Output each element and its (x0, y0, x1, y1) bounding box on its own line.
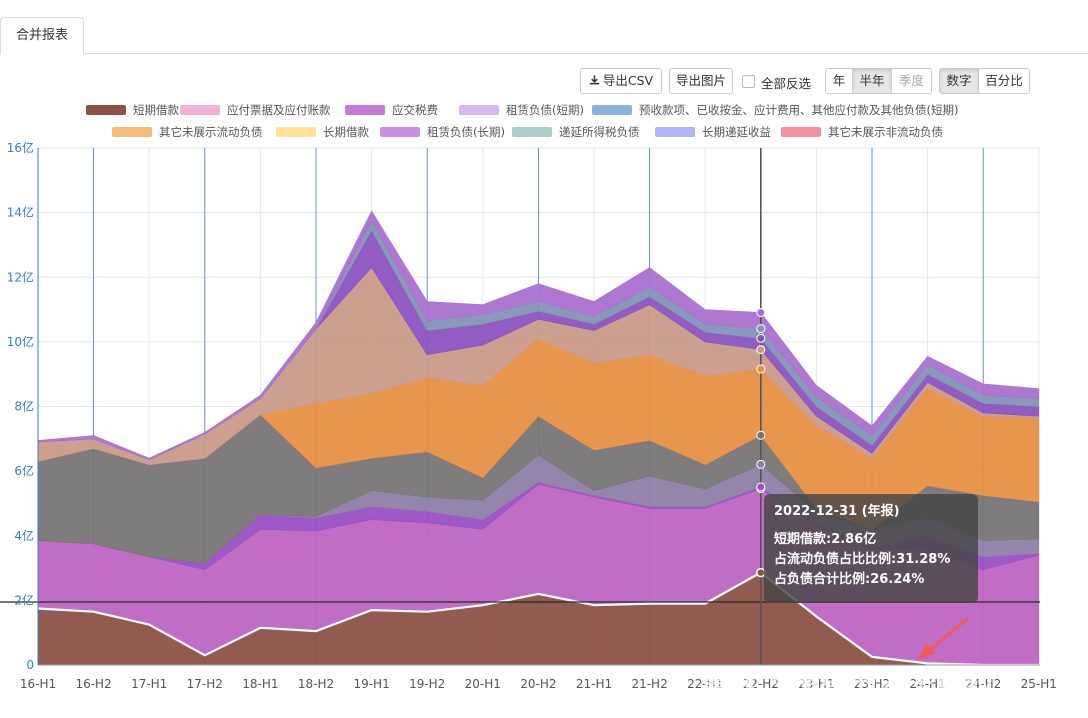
legend-swatch (592, 105, 632, 115)
tab-bar: 合并报表 (0, 0, 1088, 55)
legend-item[interactable]: 长期递延收益 (655, 124, 771, 140)
hover-marker (756, 345, 766, 355)
y-tick-label: 10亿 (7, 334, 34, 349)
legend-swatch (276, 127, 316, 137)
period-quarter-button[interactable]: 季度 (891, 68, 932, 94)
legend-item[interactable]: 其它未展示流动负债 (112, 124, 263, 140)
x-tick-label: 21-H2 (631, 677, 667, 691)
chart-legend: 短期借款 应付票据及应付账款 应交税费 租赁负债(短期) 预收款项、已收按金、应计费用、… (0, 100, 1088, 140)
export-image-label: 导出图片 (675, 73, 726, 88)
x-tick-label: 17-H2 (187, 677, 223, 691)
legend-swatch (655, 127, 695, 137)
legend-swatch (112, 127, 152, 137)
legend-label: 短期借款 (133, 103, 179, 117)
tooltip-line-total-ratio: 占负债合计比例:26.24% (774, 572, 925, 587)
select-all-invert-checkbox[interactable] (742, 75, 755, 88)
legend-label: 递延所得税负债 (559, 125, 640, 139)
x-tick-label: 21-H1 (576, 677, 612, 691)
tooltip-line-short-term-loan: 短期借款:2.86亿 (774, 532, 877, 547)
legend-label: 租赁负债(短期) (506, 103, 584, 117)
legend-item[interactable]: 租赁负债(短期) (459, 102, 584, 118)
x-tick-label: 17-H1 (131, 677, 167, 691)
legend-swatch (512, 127, 552, 137)
export-image-button[interactable]: 导出图片 (669, 68, 733, 94)
hover-marker (756, 459, 766, 469)
watermark: 雪球 · 随缘的人生体验 (700, 665, 995, 698)
x-tick-label: 22-H2 (743, 677, 779, 691)
y-tick-label: 14亿 (7, 205, 34, 220)
stacked-area-chart: 0 2亿 4亿 6亿 8亿 10亿 12亿 14亿 16亿 16-H1 16-H2 17-H1 17-H… (0, 140, 1057, 691)
legend-swatch (380, 127, 420, 137)
hover-marker (756, 364, 766, 374)
period-half-year-button[interactable]: 半年 (852, 68, 892, 94)
x-tick-label: 18-H1 (242, 677, 278, 691)
legend-item[interactable]: 预收款项、已收按金、应计费用、其他应付款及其他负债(短期) (592, 102, 958, 118)
x-tick-label: 23-H1 (798, 677, 834, 691)
legend-label: 其它未展示流动负债 (159, 125, 263, 139)
period-year-button[interactable]: 年 (825, 68, 853, 94)
legend-label: 长期递延收益 (702, 125, 771, 139)
hover-marker (756, 430, 766, 440)
export-csv-button[interactable]: 导出CSV (580, 68, 662, 94)
legend-item[interactable]: 租赁负债(长期) (380, 124, 505, 140)
x-tick-label: 16-H1 (20, 677, 56, 691)
tooltip-title: 2022-12-31 (年报) (774, 504, 900, 519)
legend-label: 其它未展示非流动负债 (828, 125, 943, 139)
legend-label: 预收款项、已收按金、应计费用、其他应付款及其他负债(短期) (639, 103, 959, 117)
x-tick-label: 18-H2 (298, 677, 334, 691)
legend-swatch (180, 105, 220, 115)
legend-label: 应付票据及应付账款 (227, 103, 331, 117)
y-tick-label: 6亿 (14, 463, 34, 478)
mode-number-button[interactable]: 数字 (939, 68, 979, 94)
x-tick-label: 23-H2 (854, 677, 890, 691)
export-csv-label: 导出CSV (602, 73, 654, 88)
y-tick-label: 4亿 (14, 528, 34, 543)
area-series (37, 210, 1040, 461)
mode-percent-button[interactable]: 百分比 (978, 68, 1030, 94)
legend-label: 应交税费 (392, 103, 438, 117)
x-tick-label: 25-H1 (1021, 677, 1057, 691)
legend-item[interactable]: 其它未展示非流动负债 (781, 124, 943, 140)
y-tick-label: 0 (26, 658, 34, 672)
hover-marker (756, 324, 766, 334)
y-tick-label: 12亿 (7, 269, 34, 284)
legend-label: 租赁负债(长期) (427, 125, 505, 139)
legend-item[interactable]: 递延所得税负债 (512, 124, 640, 140)
x-tick-label: 16-H2 (75, 677, 111, 691)
annotation-arrow (918, 616, 969, 660)
legend-swatch (86, 105, 126, 115)
select-all-invert-label: 全部反选 (761, 76, 812, 91)
legend-swatch (459, 105, 499, 115)
tab-consolidated-statement[interactable]: 合并报表 (0, 17, 84, 55)
tooltip-line-current-ratio: 占流动负债占比比例:31.28% (774, 552, 951, 567)
hover-marker (756, 307, 766, 317)
x-tick-label: 20-H2 (520, 677, 556, 691)
x-tick-label: 22-H1 (687, 677, 723, 691)
hover-marker (756, 333, 766, 343)
y-tick-label: 2亿 (14, 592, 34, 607)
x-tick-label: 19-H2 (409, 677, 445, 691)
x-tick-label: 19-H1 (353, 677, 389, 691)
hover-marker (756, 482, 766, 492)
chart-axes: 0 2亿 4亿 6亿 8亿 10亿 12亿 14亿 16亿 16-H1 16-H2 17-H1 17-H… (7, 140, 1057, 691)
chart-tooltip: 2022-12-31 (年报) 短期借款:2.86亿 占流动负债占比比例:31.… (764, 494, 978, 603)
x-tick-label: 24-H1 (909, 677, 945, 691)
short-term-loan-line (37, 571, 1039, 667)
y-tick-label: 8亿 (14, 399, 34, 414)
legend-item[interactable]: 应付票据及应付账款 (180, 102, 331, 118)
y-tick-label: 16亿 (7, 140, 34, 155)
x-tick-label: 20-H1 (465, 677, 501, 691)
legend-item[interactable]: 长期借款 (276, 124, 369, 140)
x-tick-label: 24-H2 (965, 677, 1001, 691)
legend-swatch (781, 127, 821, 137)
legend-label: 长期借款 (323, 125, 369, 139)
legend-item[interactable]: 应交税费 (345, 102, 438, 118)
download-icon (589, 75, 599, 85)
legend-swatch (345, 105, 385, 115)
legend-item[interactable]: 短期借款 (86, 102, 179, 118)
